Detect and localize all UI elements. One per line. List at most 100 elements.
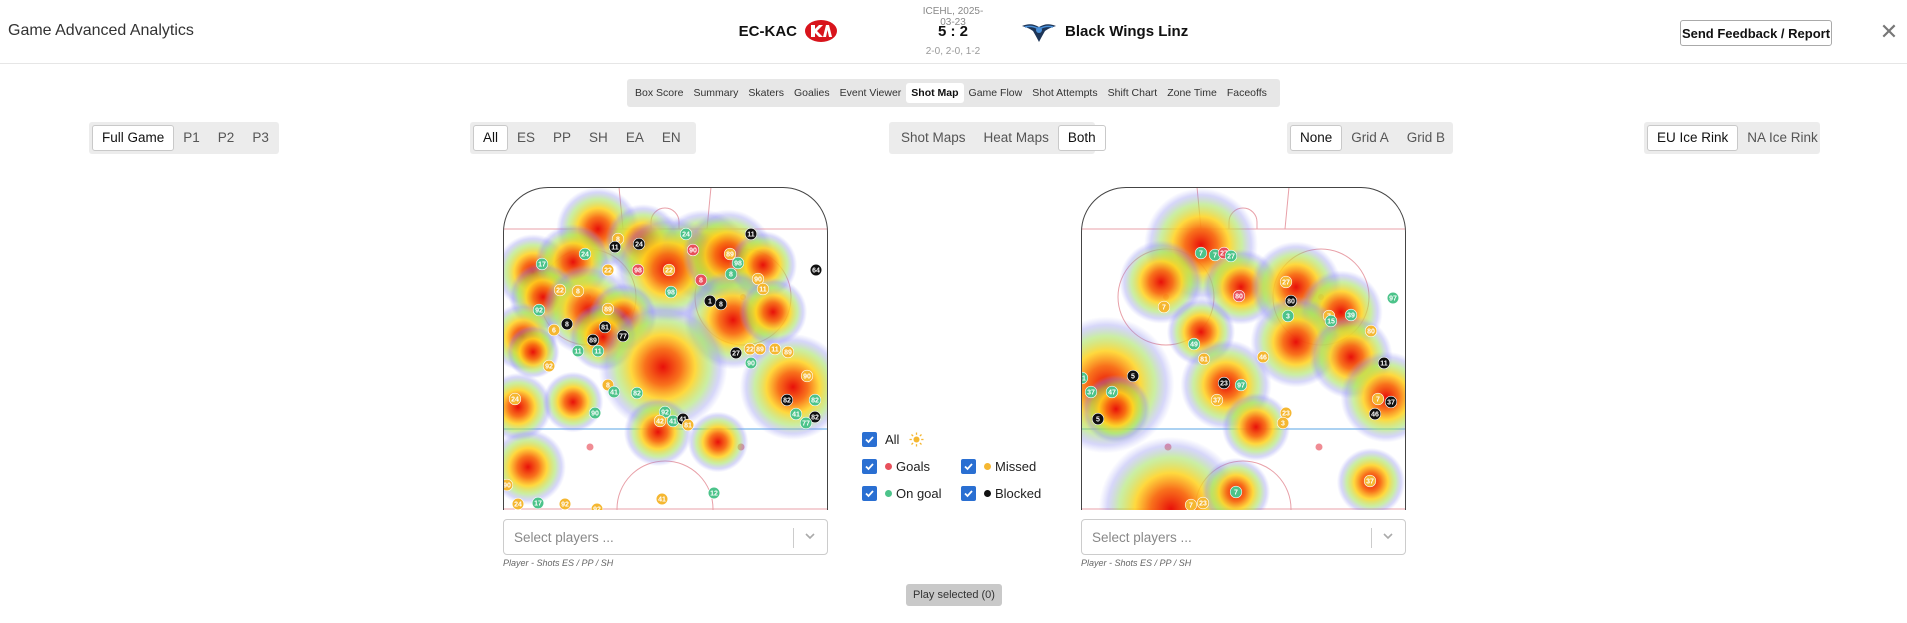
shot-marker-blocked[interactable]: 64	[809, 263, 823, 277]
shot-marker-missed[interactable]: 8	[571, 284, 585, 298]
shot-marker-goal[interactable]: 90	[686, 243, 700, 257]
shot-marker-missed[interactable]: 42	[653, 414, 667, 428]
shot-marker-missed[interactable]: 24	[508, 392, 522, 406]
shot-marker-blocked[interactable]: 8	[560, 317, 574, 331]
shot-marker-ongoal[interactable]: 82	[808, 393, 822, 407]
shot-marker-ongoal[interactable]: 90	[588, 406, 602, 420]
shot-marker-missed[interactable]: 80	[1364, 324, 1378, 338]
all-checkbox[interactable]	[862, 431, 877, 447]
tab-goalies[interactable]: Goalies	[794, 87, 830, 99]
shot-marker-missed[interactable]: 89	[753, 342, 767, 356]
tab-shot-attempts[interactable]: Shot Attempts	[1032, 87, 1098, 99]
blocked-checkbox[interactable]	[961, 485, 976, 501]
view-option-both[interactable]: Both	[1057, 125, 1106, 151]
period-option-p3[interactable]: P3	[252, 130, 269, 145]
shot-marker-ongoal[interactable]: 41	[607, 385, 621, 399]
shot-marker-missed[interactable]: 24	[511, 497, 525, 510]
shot-marker-missed[interactable]: 92	[542, 359, 556, 373]
shot-marker-blocked[interactable]: 24	[632, 237, 646, 251]
away-player-select[interactable]: Select players ...	[1081, 519, 1406, 555]
shot-marker-missed[interactable]: 3	[1276, 416, 1290, 430]
shot-marker-missed[interactable]: 89	[723, 247, 737, 261]
shot-marker-ongoal[interactable]: 90	[744, 356, 758, 370]
shot-marker-ongoal[interactable]: 15	[1324, 314, 1338, 328]
shot-marker-ongoal[interactable]: 82	[630, 386, 644, 400]
shot-marker-ongoal[interactable]: 41	[666, 414, 680, 428]
shot-marker-ongoal[interactable]: 92	[532, 303, 546, 317]
shot-marker-missed[interactable]: 23	[1279, 406, 1293, 420]
view-option-shot-maps[interactable]: Shot Maps	[901, 130, 966, 145]
shot-marker-ongoal[interactable]: 17	[531, 496, 545, 510]
missed-checkbox[interactable]	[961, 458, 976, 474]
shot-marker-missed[interactable]: 46	[1256, 350, 1270, 364]
tab-faceoffs[interactable]: Faceoffs	[1226, 87, 1267, 99]
shot-marker-missed[interactable]: 89	[781, 345, 795, 359]
strength-option-sh[interactable]: SH	[589, 130, 608, 145]
tab-summary[interactable]: Summary	[693, 87, 739, 99]
strength-option-pp[interactable]: PP	[553, 130, 572, 145]
close-icon[interactable]: ✕	[1879, 19, 1899, 44]
tab-event-viewer[interactable]: Event Viewer	[839, 87, 902, 99]
grid-option-grid-a[interactable]: Grid A	[1351, 130, 1389, 145]
view-option-heat-maps[interactable]: Heat Maps	[983, 130, 1049, 145]
shot-marker-ongoal[interactable]: 24	[679, 227, 693, 241]
shot-marker-ongoal[interactable]: 8	[724, 267, 738, 281]
strength-option-ea[interactable]: EA	[625, 130, 644, 145]
sun-icon[interactable]	[909, 432, 924, 447]
grid-option-grid-b[interactable]: Grid B	[1406, 130, 1446, 145]
tab-zone-time[interactable]: Zone Time	[1167, 87, 1217, 99]
shot-marker-missed[interactable]: 7	[1184, 498, 1198, 510]
shot-marker-ongoal[interactable]: 37	[1084, 385, 1098, 399]
shot-marker-missed[interactable]: 90	[800, 369, 814, 383]
shot-marker-blocked[interactable]: 11	[608, 240, 622, 254]
rink-option-eu-ice-rink[interactable]: EU Ice Rink	[1647, 125, 1739, 151]
shot-marker-ongoal[interactable]: 17	[535, 257, 549, 271]
shot-marker-missed[interactable]: 7	[1371, 392, 1385, 406]
period-option-p2[interactable]: P2	[217, 130, 235, 145]
shot-marker-missed[interactable]: 92	[558, 497, 572, 510]
period-option-full-game[interactable]: Full Game	[92, 125, 175, 151]
shot-marker-blocked[interactable]: 11	[744, 227, 758, 241]
shot-marker-ongoal[interactable]: 7	[1194, 246, 1208, 260]
shot-marker-blocked[interactable]: 82	[780, 393, 794, 407]
shot-marker-ongoal[interactable]: 7	[1208, 248, 1222, 262]
shot-marker-ongoal[interactable]: 7	[1229, 485, 1243, 499]
shot-marker-missed[interactable]: 22	[601, 263, 615, 277]
period-option-p1[interactable]: P1	[183, 130, 200, 145]
shot-marker-ongoal[interactable]: 11	[571, 344, 585, 358]
strength-option-all[interactable]: All	[473, 125, 509, 151]
shot-marker-goal[interactable]: 98	[631, 263, 645, 277]
shot-marker-missed[interactable]: 27	[1279, 275, 1293, 289]
shot-marker-missed[interactable]: 37	[1363, 474, 1377, 488]
shot-marker-missed[interactable]: 11	[768, 342, 782, 356]
shot-marker-goal[interactable]: 80	[1232, 289, 1246, 303]
strength-option-es[interactable]: ES	[517, 130, 536, 145]
rink-svg[interactable]: 7727278027780371539978049814611815374723…	[1081, 187, 1406, 510]
shot-marker-blocked[interactable]: 1	[703, 294, 717, 308]
shot-marker-ongoal[interactable]: 92	[658, 405, 672, 419]
shot-marker-missed[interactable]: 23	[1196, 496, 1210, 510]
shot-marker-missed[interactable]: 81	[1197, 352, 1211, 366]
shot-marker-ongoal[interactable]: 97	[1386, 291, 1400, 305]
shot-marker-ongoal[interactable]: 11	[591, 344, 605, 358]
tab-box-score[interactable]: Box Score	[635, 87, 684, 99]
home-player-select[interactable]: Select players ...	[503, 519, 828, 555]
tab-shot-map[interactable]: Shot Map	[906, 83, 964, 103]
shot-marker-ongoal[interactable]: 3	[1281, 309, 1295, 323]
shot-marker-goal[interactable]: 8	[694, 273, 708, 287]
away-shot-map[interactable]: 7727278027780371539978049814611815374723…	[1081, 187, 1406, 510]
shot-marker-blocked[interactable]: 77	[616, 329, 630, 343]
shot-marker-missed[interactable]: 90	[503, 478, 514, 492]
shot-marker-blocked[interactable]: 11	[1377, 356, 1391, 370]
on-goal-checkbox[interactable]	[862, 485, 877, 501]
shot-marker-blocked[interactable]: 37	[1384, 395, 1398, 409]
shot-marker-missed[interactable]: 37	[1210, 393, 1224, 407]
shot-marker-blocked[interactable]: 23	[1217, 376, 1231, 390]
shot-marker-missed[interactable]: 11	[756, 282, 770, 296]
shot-marker-missed[interactable]: 81	[681, 418, 695, 432]
shot-marker-missed[interactable]: 6	[547, 323, 561, 337]
strength-option-en[interactable]: EN	[661, 130, 681, 145]
shot-marker-blocked[interactable]: 8	[714, 297, 728, 311]
shot-marker-blocked[interactable]: 89	[586, 333, 600, 347]
